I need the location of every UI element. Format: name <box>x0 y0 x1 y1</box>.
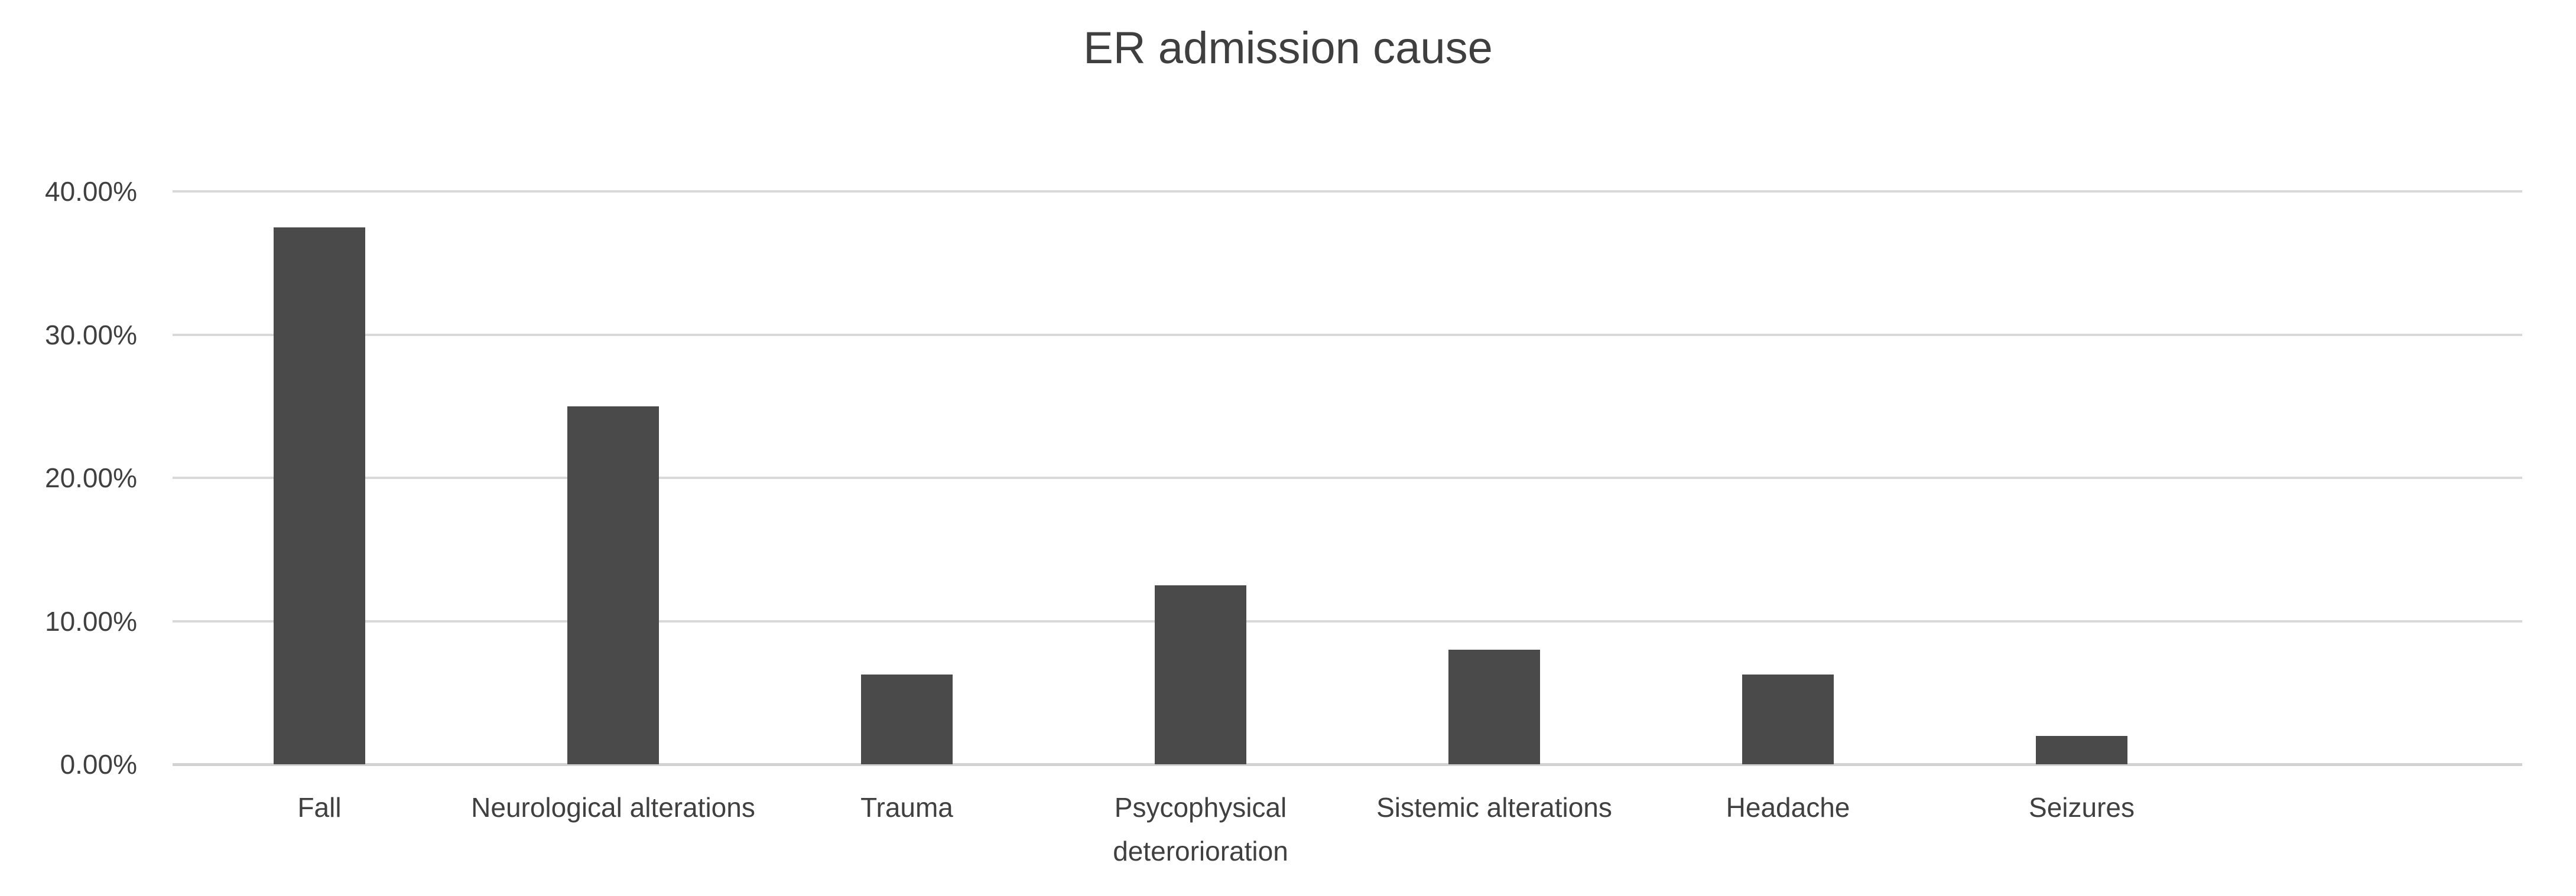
x-tick-label: Neurological alterations <box>471 792 755 823</box>
bar-psycophysical-deterorioration <box>1155 585 1246 764</box>
x-tick-label: Trauma <box>860 792 953 823</box>
gridline <box>173 620 2522 623</box>
bar-seizures <box>2036 735 2127 764</box>
plot-area <box>173 190 2522 766</box>
y-tick-label: 40.00% <box>44 176 137 207</box>
bar-headache <box>1742 675 1834 764</box>
y-tick-label: 0.00% <box>60 749 137 780</box>
bar-fall <box>274 227 365 764</box>
bar-sistemic-alterations <box>1448 650 1540 764</box>
gridline <box>173 477 2522 479</box>
chart-title: ER admission cause <box>1083 23 1493 73</box>
x-tick-label: Seizures <box>2029 792 2135 823</box>
x-axis-labels: Fall Neurological alterations Trauma Psycop… <box>173 786 2522 886</box>
y-tick-label: 30.00% <box>44 319 137 350</box>
gridline <box>173 333 2522 336</box>
gridline <box>173 190 2522 193</box>
x-tick-label: Fall <box>297 792 342 823</box>
y-tick-label: 10.00% <box>44 605 137 637</box>
y-axis-labels: 0.00% 10.00% 20.00% 30.00% 40.00% <box>0 176 137 780</box>
x-tick-label: Headache <box>1726 792 1850 823</box>
bar-trauma <box>861 675 953 764</box>
x-tick-label: Psycophysical deterorioration <box>1113 792 1288 866</box>
x-axis-line <box>173 763 2522 766</box>
y-tick-label: 20.00% <box>44 462 137 493</box>
x-tick-label: Sistemic alterations <box>1376 792 1612 823</box>
bar-neurological-alterations <box>567 406 659 764</box>
